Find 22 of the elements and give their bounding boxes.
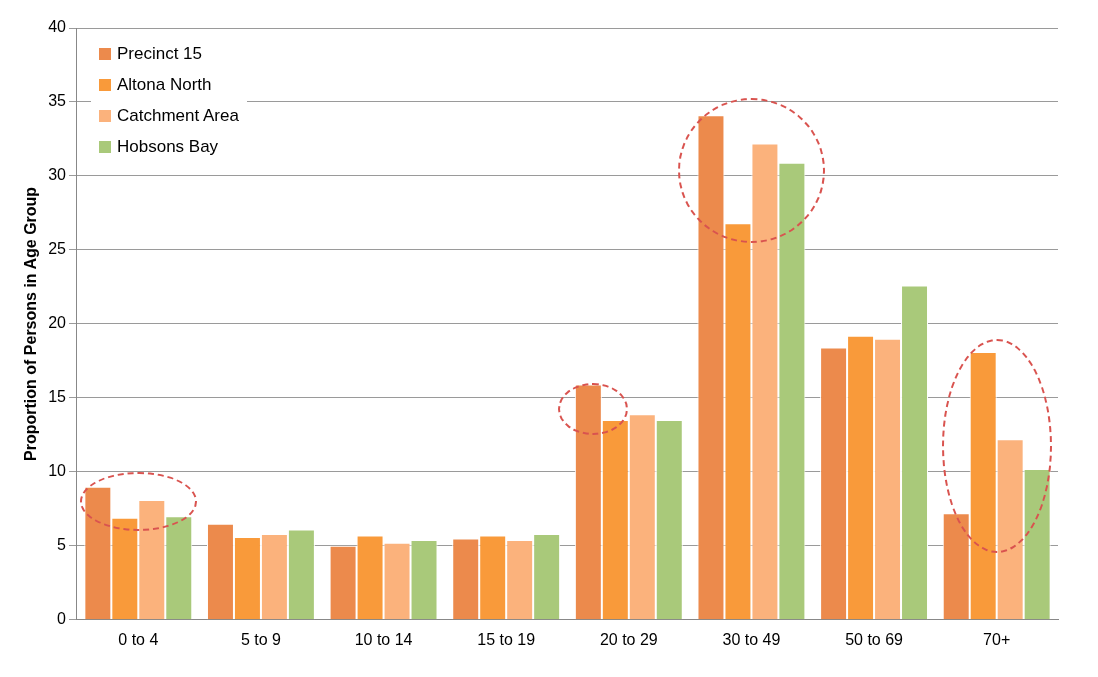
y-tick-label: 5	[57, 536, 67, 554]
y-tick-label: 0	[57, 610, 67, 628]
y-tick-label: 15	[48, 388, 67, 406]
y-tick-label: 10	[48, 462, 67, 480]
x-tick-label: 10 to 14	[354, 630, 413, 648]
x-tick-label: 15 to 19	[477, 630, 536, 648]
x-tick-label: 5 to 9	[240, 630, 282, 648]
x-tick-label: 70+	[983, 630, 1011, 648]
x-tick-label: 20 to 29	[599, 630, 658, 648]
legend-label: Catchment Area	[116, 106, 239, 126]
legend-label: Altona North	[116, 75, 212, 95]
y-tick-label: 20	[48, 314, 67, 332]
y-tick-label: 40	[48, 18, 67, 36]
y-tick-label: 30	[48, 166, 67, 184]
y-axis-title: Proportion of Persons in Age Group	[22, 186, 40, 461]
legend-label: Hobsons Bay	[116, 137, 219, 157]
x-tick-label: 30 to 49	[722, 630, 781, 648]
legend-label: Precinct 15	[116, 44, 203, 64]
y-tick-label: 35	[48, 92, 67, 110]
y-tick-label: 25	[48, 240, 67, 258]
x-tick-label: 50 to 69	[845, 630, 904, 648]
x-tick-label: 0 to 4	[118, 630, 159, 648]
